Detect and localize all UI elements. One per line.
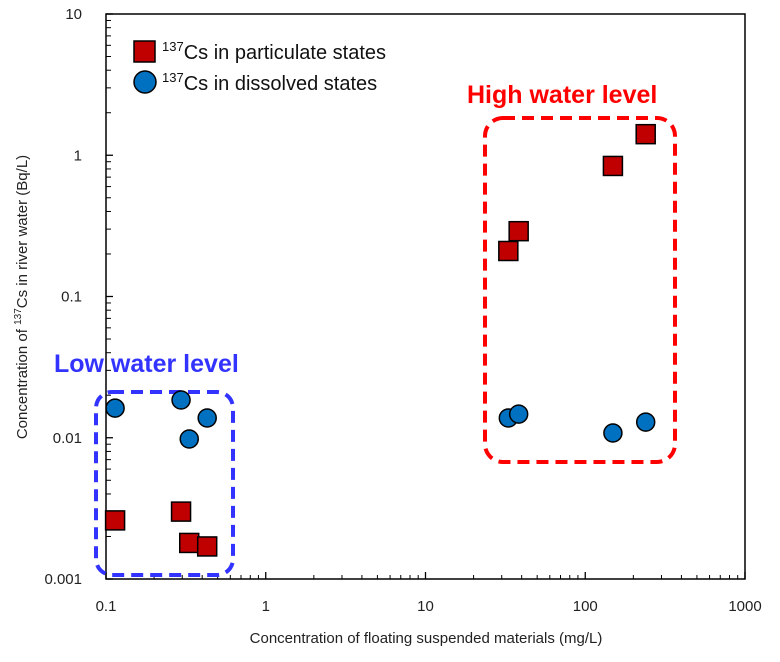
data-points	[104, 123, 656, 557]
dissolved-point	[179, 429, 200, 449]
legend-label-dissolved: 137Cs in dissolved states	[162, 70, 377, 95]
annotation-boxes	[94, 116, 677, 577]
particulate-point	[170, 501, 192, 522]
y-axis-label: Concentration of 137Cs in river water (B…	[13, 155, 31, 439]
x-tick-label: 0.1	[96, 598, 117, 615]
dissolved-point	[105, 398, 125, 418]
y-tick-label: 0.1	[61, 289, 82, 306]
y-tick-label: 0.01	[53, 430, 82, 447]
y-tick-label: 1	[74, 147, 82, 164]
particulate-point	[498, 240, 519, 262]
dissolved-point	[635, 412, 656, 432]
particulate-point	[196, 536, 218, 557]
legend: 137Cs in particulate states 137Cs in dis…	[133, 39, 386, 95]
x-tick-label: 100	[573, 598, 598, 615]
legend-label-particulate: 137Cs in particulate states	[162, 39, 386, 64]
dissolved-point	[197, 408, 217, 428]
annotation-high-water-level: High water level	[467, 81, 657, 109]
dissolved-point	[603, 423, 623, 443]
y-tick-label: 10	[65, 6, 82, 23]
y-tick-label: 0.001	[44, 571, 82, 588]
axes: 0.1 1 10 100 1000 0.001 0.01 0.1 1 10	[44, 6, 761, 615]
legend-marker-dissolved	[133, 70, 157, 94]
x-tick-label: 10	[417, 598, 434, 615]
high-water-level-box	[483, 116, 677, 464]
particulate-point	[104, 510, 126, 531]
particulate-point	[508, 220, 529, 242]
legend-marker-particulate	[133, 40, 156, 63]
x-axis-label: Concentration of floating suspended mate…	[250, 630, 603, 647]
particulate-point	[179, 532, 200, 554]
dissolved-point	[171, 390, 191, 410]
annotation-low-water-level: Low water level	[54, 350, 239, 378]
dissolved-point	[508, 404, 529, 424]
x-tick-label: 1000	[728, 598, 761, 615]
particulate-point	[635, 123, 656, 145]
particulate-point	[602, 155, 624, 177]
x-tick-label: 1	[262, 598, 270, 615]
